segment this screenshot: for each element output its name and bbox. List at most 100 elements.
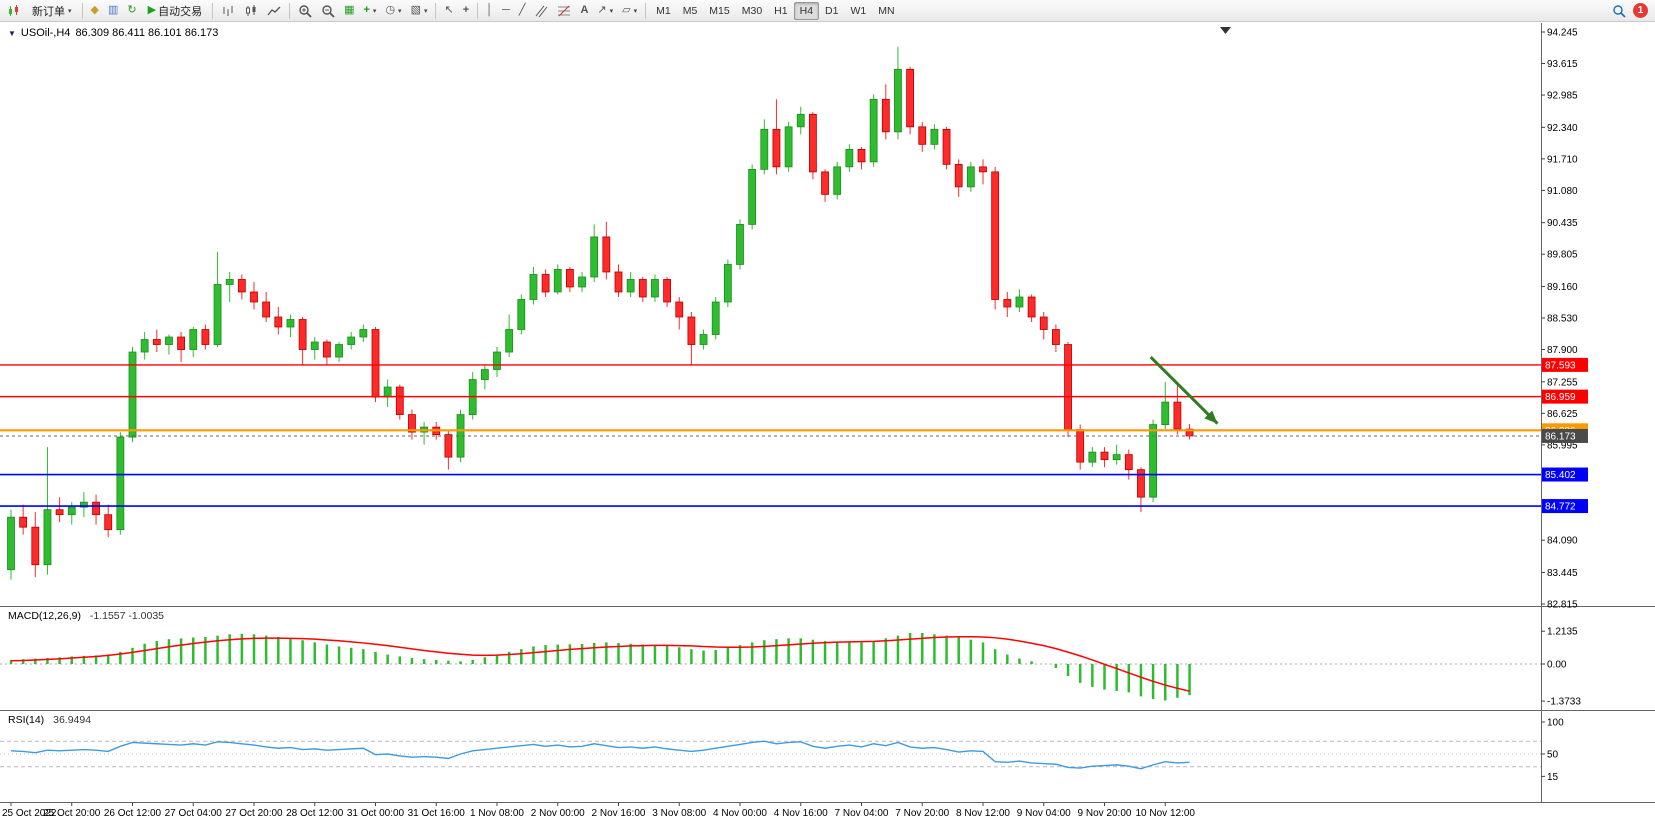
chart-bars-button[interactable] [217, 2, 239, 20]
candle [1064, 344, 1072, 430]
cursor-button[interactable]: ↖ [440, 2, 457, 20]
arrow-annotation-head[interactable] [1204, 410, 1218, 424]
candle [529, 274, 538, 300]
candle [772, 128, 781, 168]
candle [1124, 454, 1133, 471]
arrow-annotation[interactable] [1149, 355, 1219, 425]
candle [638, 279, 647, 298]
horizontal-line-button[interactable]: ─ [498, 2, 514, 20]
indicators-button[interactable]: + ▾ [359, 2, 380, 20]
play-icon: ▶ [147, 4, 157, 16]
bar-chart-icon [223, 5, 233, 16]
timeframe-button-MN[interactable]: MN [872, 2, 900, 20]
candle [165, 336, 173, 345]
candle [845, 148, 854, 168]
candle [298, 319, 307, 350]
price-label-85.402 [1542, 467, 1588, 482]
tile-windows-icon: ▦ [344, 4, 355, 16]
toolbar-separator [477, 2, 479, 19]
price-label-87.593 [1542, 357, 1588, 372]
zoom-out-icon [322, 4, 335, 18]
candle [966, 166, 975, 188]
candle [55, 509, 64, 516]
templates-button[interactable]: ▧ ▾ [407, 2, 432, 20]
price-label-87.593-text: 87.593 [1545, 360, 1576, 371]
time-axis-label: 9 Nov 20:00 [1078, 808, 1132, 819]
timeframe-button-M1[interactable]: M1 [650, 2, 677, 20]
chart-line-button[interactable] [263, 2, 285, 20]
toolbar-separator [212, 2, 214, 19]
chart-menu-icon[interactable]: ▼ [8, 28, 16, 38]
text-tool-icon: A [580, 4, 589, 16]
candle [493, 351, 501, 370]
data-window-button[interactable]: ▥ [104, 2, 122, 20]
timeframe-button-H4[interactable]: H4 [793, 1, 820, 20]
candle [578, 276, 586, 288]
candle [736, 224, 744, 265]
macd-axis-label: 1.2135 [1547, 627, 1578, 638]
timeframe-button-M5[interactable]: M5 [677, 2, 704, 20]
candle [881, 98, 890, 133]
notification-badge[interactable]: 1 [1633, 3, 1648, 18]
trendline-button[interactable]: ╱ [515, 2, 530, 20]
macd-axis-label: 0.00 [1547, 660, 1567, 671]
caret-down-icon: ▾ [372, 7, 377, 15]
caret-down-icon: ▾ [609, 7, 614, 15]
tile-windows-button[interactable]: ▦ [340, 2, 358, 20]
candle [359, 329, 368, 338]
time-axis-label: 2 Nov 00:00 [531, 808, 585, 819]
timeframe-toolbar: M1 M5 M15 M30 H1 H4 D1 W1 MN [650, 1, 900, 20]
time-axis-label: 25 Oct 20:00 [43, 808, 101, 819]
new-chart-button[interactable] [3, 2, 25, 20]
periods-button[interactable]: ◷ ▾ [381, 2, 405, 20]
arrow-tool-icon: ↗ [597, 4, 607, 16]
channel-button[interactable] [530, 2, 552, 20]
autotrading-button[interactable]: ▶ 自动交易 [142, 2, 208, 20]
new-order-button[interactable]: 新订单 ▾ [26, 2, 78, 20]
search-button[interactable] [1608, 2, 1630, 20]
chart-candles-button[interactable] [240, 2, 262, 20]
horizontal-line-icon: ─ [502, 4, 510, 16]
timeframe-button-D1[interactable]: D1 [819, 2, 844, 20]
candle [371, 329, 380, 398]
price-tick-label: 87.900 [1547, 345, 1578, 356]
toolbar-separator [645, 2, 647, 19]
toolbar-separator [289, 2, 291, 19]
price-tick-label: 91.080 [1547, 186, 1578, 197]
macd-axis-label: -1.3733 [1547, 697, 1581, 708]
macd-name: MACD(12,26,9) [8, 610, 81, 622]
vertical-line-button[interactable]: │ [482, 2, 497, 20]
time-axis-label: 31 Oct 16:00 [408, 808, 466, 819]
candle [1052, 329, 1060, 345]
timeframe-button-H1[interactable]: H1 [768, 2, 793, 20]
crosshair-button[interactable]: + [459, 2, 473, 20]
time-axis-label: 2 Nov 16:00 [592, 808, 646, 819]
time-axis-label: 7 Nov 20:00 [895, 808, 949, 819]
candle [930, 128, 939, 145]
candle [833, 166, 842, 195]
candle [80, 501, 88, 508]
macd-indicator-label: MACD(12,26,9) -1.1557 -1.0035 [8, 610, 164, 622]
refresh-button[interactable]: ↻ [123, 2, 140, 20]
rsi-line [10, 740, 1190, 770]
shapes-button[interactable]: ▱ ▾ [618, 2, 641, 20]
arrows-button[interactable]: ↗ ▾ [593, 2, 617, 20]
timeframe-button-M30[interactable]: M30 [736, 2, 768, 20]
data-window-icon: ▥ [107, 4, 119, 16]
chart-symbol-title: USOil-,H4 [20, 27, 71, 39]
candle [979, 166, 987, 173]
zoom-in-button[interactable] [294, 2, 316, 20]
candle [395, 386, 404, 415]
candle [942, 128, 951, 165]
rsi-value: 36.9494 [53, 714, 92, 726]
timeframe-button-M15[interactable]: M15 [703, 2, 735, 20]
time-axis-label: 4 Nov 00:00 [713, 808, 767, 819]
timeframe-button-W1[interactable]: W1 [844, 2, 872, 20]
text-button[interactable]: A [576, 2, 592, 20]
chart-shift-marker[interactable] [1220, 27, 1231, 34]
fibonacci-button[interactable] [553, 2, 575, 20]
trendline-icon: ╱ [518, 4, 526, 16]
zoom-out-button[interactable] [317, 2, 339, 20]
market-watch-button[interactable]: ◆ [87, 2, 103, 20]
fibonacci-icon [558, 5, 571, 16]
